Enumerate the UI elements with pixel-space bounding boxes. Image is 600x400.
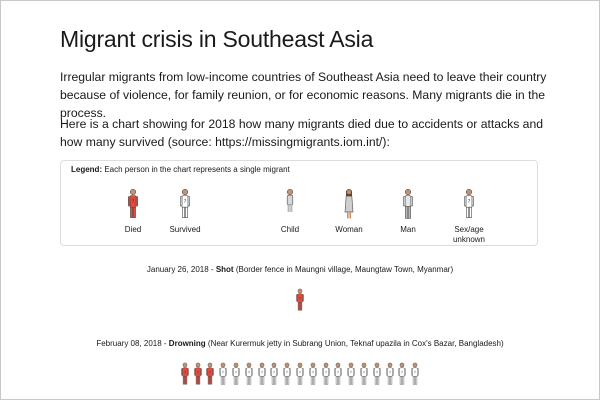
intro-paragraph: Irregular migrants from low-income count… — [60, 70, 547, 120]
event-location: (Border fence in Maungni village, Maungt… — [233, 265, 454, 274]
legend-caption-text: Each person in the chart represents a si… — [104, 165, 290, 174]
svg-text:?: ? — [376, 370, 378, 374]
svg-text:?: ? — [273, 370, 275, 374]
person-man-icon — [378, 187, 438, 221]
legend-item-woman: Woman — [319, 187, 379, 235]
event-date: February 08, 2018 - — [96, 339, 169, 348]
legend-item-survived: ? Survived — [155, 187, 215, 235]
svg-text:?: ? — [389, 370, 391, 374]
legend-item-died: ? Died — [103, 187, 163, 235]
event-location: (Near Kurermuk jetty in Subrang Union, T… — [205, 339, 504, 348]
person-died-icon: ? — [103, 187, 163, 221]
page-title: Migrant crisis in Southeast Asia — [60, 26, 374, 52]
legend-box: Legend: Each person in the chart represe… — [60, 160, 538, 246]
legend-item-label: Died — [124, 225, 142, 234]
legend-item-man: Man — [378, 187, 438, 235]
svg-text:?: ? — [299, 296, 301, 300]
legend-item-label: Sex/age unknown — [452, 225, 486, 244]
person-unknown-icon: ? — [439, 187, 499, 221]
event-date: January 26, 2018 - — [146, 265, 216, 274]
svg-text:?: ? — [312, 370, 314, 374]
svg-text:?: ? — [197, 370, 199, 374]
legend-item-label: Child — [280, 225, 300, 234]
svg-text:?: ? — [468, 199, 471, 205]
person-woman-icon — [319, 187, 379, 221]
legend-item-child: Child — [260, 187, 320, 235]
svg-text:?: ? — [248, 370, 250, 374]
svg-text:?: ? — [132, 199, 135, 205]
svg-text:?: ? — [209, 370, 211, 374]
svg-text:?: ? — [401, 370, 403, 374]
svg-text:?: ? — [363, 370, 365, 374]
legend-caption: Legend: Each person in the chart represe… — [71, 165, 290, 174]
event-heading: January 26, 2018 - Shot (Border fence in… — [60, 265, 540, 274]
svg-text:?: ? — [235, 370, 237, 374]
person-survived-icon: ? — [155, 187, 215, 221]
svg-text:?: ? — [222, 370, 224, 374]
svg-text:?: ? — [337, 370, 339, 374]
svg-text:?: ? — [350, 370, 352, 374]
legend-item-unknown: ? Sex/age unknown — [439, 187, 499, 245]
legend-item-label: Survived — [169, 225, 201, 234]
svg-text:?: ? — [414, 370, 416, 374]
legend-item-label: Woman — [335, 225, 363, 234]
svg-text:?: ? — [286, 370, 288, 374]
legend-label: Legend: — [71, 165, 103, 174]
legend-item-label: Man — [400, 225, 416, 234]
svg-text:?: ? — [184, 370, 186, 374]
event-cause: Drowning — [168, 339, 206, 348]
svg-text:?: ? — [261, 370, 263, 374]
event-heading: February 08, 2018 - Drowning (Near Kurer… — [60, 339, 540, 348]
svg-text:?: ? — [299, 370, 301, 374]
chart-intro-paragraph: Here is a chart showing for 2018 how man… — [60, 117, 544, 149]
svg-text:?: ? — [325, 370, 327, 374]
person-child-icon — [260, 187, 320, 221]
svg-text:?: ? — [184, 199, 187, 205]
event-cause: Shot — [215, 265, 234, 274]
